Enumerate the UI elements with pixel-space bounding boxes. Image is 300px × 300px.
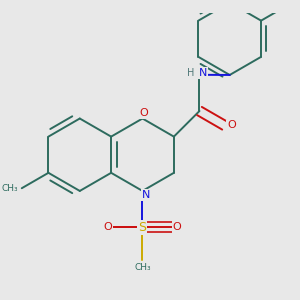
Text: H: H xyxy=(187,68,194,78)
Text: O: O xyxy=(103,222,112,232)
Text: O: O xyxy=(227,121,236,130)
Text: S: S xyxy=(139,220,146,234)
Text: N: N xyxy=(142,190,150,200)
Text: O: O xyxy=(140,108,148,118)
Text: CH₃: CH₃ xyxy=(134,263,151,272)
Text: N: N xyxy=(199,68,207,78)
Text: CH₃: CH₃ xyxy=(2,184,19,193)
Text: O: O xyxy=(173,222,182,232)
